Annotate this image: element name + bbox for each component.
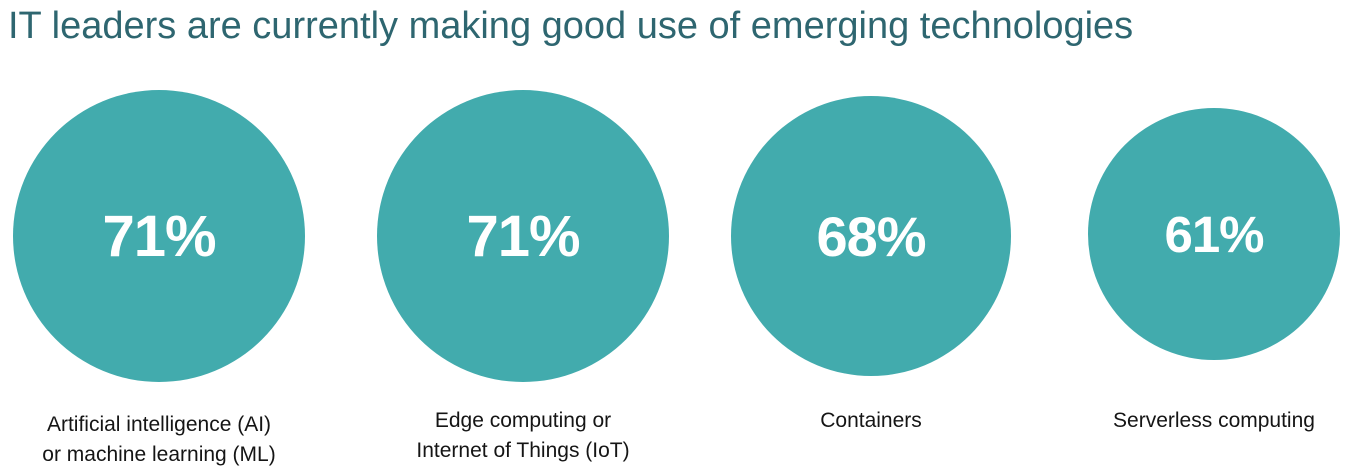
stat-value: 71% (466, 203, 580, 269)
page-title: IT leaders are currently making good use… (8, 5, 1134, 47)
stat-value: 71% (102, 203, 216, 269)
stat-label: Artificial intelligence (AI) or machine … (42, 413, 276, 466)
stat-value: 68% (816, 204, 926, 268)
stat-circle-ai-ml: 71% (13, 90, 305, 382)
stat-value: 61% (1164, 205, 1264, 263)
stat-label: Edge computing or Internet of Things (Io… (416, 409, 630, 462)
stat-circle-containers: 68% (731, 96, 1011, 376)
stat-circle-serverless: 61% (1088, 108, 1340, 360)
stat-circle-edge-iot: 71% (377, 90, 669, 382)
stat-label: Containers (820, 409, 922, 432)
stat-label: Serverless computing (1113, 409, 1315, 432)
